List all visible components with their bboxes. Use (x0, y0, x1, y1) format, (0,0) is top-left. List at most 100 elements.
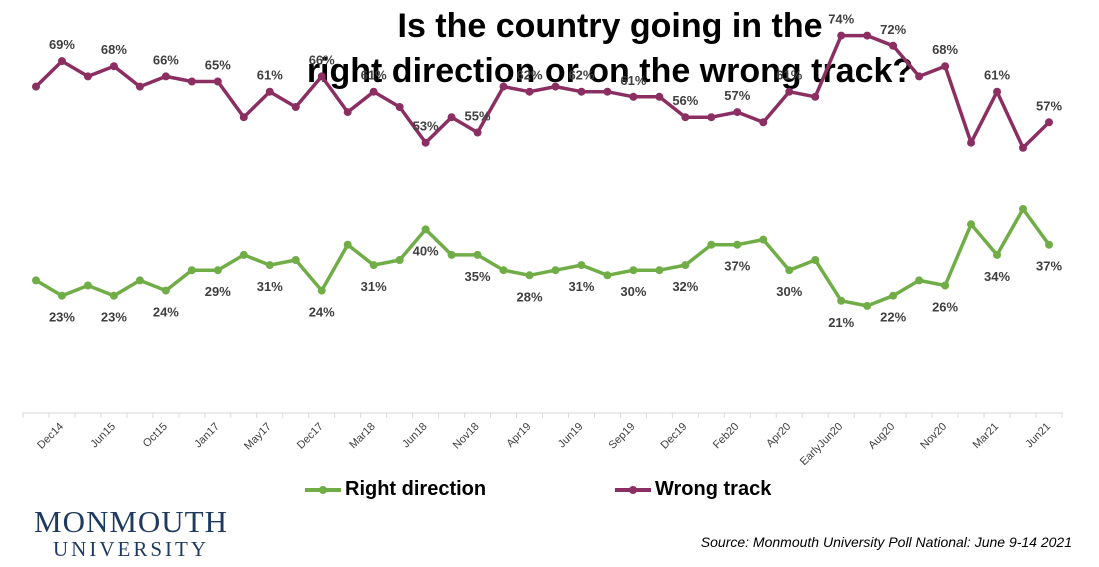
data-point-right-direction (109, 291, 118, 300)
data-point-right-direction (811, 256, 820, 264)
data-point-wrong-track (109, 62, 118, 71)
series-line-right-direction (35, 207, 1051, 308)
data-point-right-direction (967, 220, 976, 229)
chart-title: Is the country going in the right direct… (0, 4, 1099, 94)
legend-marker-right-direction (305, 485, 341, 494)
data-point-right-direction (499, 266, 508, 275)
data-label-wrong-track: 68% (101, 42, 127, 57)
x-tick-label: Jan17 (192, 421, 222, 451)
data-point-right-direction (473, 250, 482, 259)
x-tick-label: Mar21 (971, 421, 1002, 452)
data-point-right-direction (551, 266, 560, 275)
data-point-wrong-track (369, 87, 378, 96)
data-point-right-direction (837, 296, 846, 305)
data-label-wrong-track: 53% (413, 119, 439, 134)
x-tick-label: May17 (242, 421, 274, 453)
data-point-wrong-track (837, 31, 846, 40)
data-label-wrong-track: 61% (984, 68, 1010, 83)
x-tick-label: Jun18 (400, 421, 430, 451)
data-label-wrong-track: 61% (257, 68, 283, 83)
data-point-wrong-track (603, 87, 612, 96)
x-tick-label: Dec14 (35, 421, 66, 452)
x-tick-label: Feb20 (711, 421, 742, 452)
title-line-1: Is the country going in the (397, 7, 823, 45)
data-label-wrong-track: 57% (1036, 98, 1062, 113)
data-point-right-direction (213, 266, 222, 275)
legend-item-right-direction: Right direction (305, 478, 486, 501)
data-point-right-direction (863, 301, 872, 310)
logo-line-2: UNIVERSITY (53, 537, 209, 561)
x-tick-label: EarlyJun20 (798, 421, 845, 468)
data-point-right-direction (1019, 205, 1028, 213)
data-label-wrong-track: 66% (153, 52, 179, 67)
data-label-right-direction: 37% (1036, 259, 1062, 274)
data-label-wrong-track: 55% (465, 109, 491, 124)
data-label-right-direction: 24% (309, 305, 335, 320)
data-point-wrong-track (967, 138, 976, 147)
data-point-right-direction (707, 240, 716, 249)
x-tick-label: Jun19 (556, 421, 586, 451)
data-point-right-direction (759, 235, 768, 244)
data-point-right-direction (317, 286, 326, 295)
data-point-wrong-track (57, 57, 66, 66)
data-label-right-direction: 23% (101, 310, 127, 325)
data-label-right-direction: 30% (776, 284, 802, 299)
data-point-wrong-track (239, 113, 248, 122)
data-label-wrong-track: 74% (828, 12, 854, 27)
data-point-wrong-track (421, 138, 430, 147)
data-point-wrong-track (655, 92, 664, 101)
data-point-right-direction (525, 271, 534, 280)
data-point-right-direction (603, 271, 612, 280)
logo-line-1: MONMOUTH (34, 504, 228, 539)
data-point-wrong-track (343, 108, 352, 117)
data-label-right-direction: 24% (153, 305, 179, 320)
data-point-wrong-track (447, 113, 456, 122)
x-tick-label: Dec17 (295, 421, 326, 452)
data-point-wrong-track (499, 82, 508, 91)
data-point-wrong-track (863, 31, 872, 40)
data-point-right-direction (57, 291, 66, 300)
data-label-wrong-track: 62% (568, 68, 594, 83)
data-point-right-direction (265, 261, 274, 270)
data-point-wrong-track (889, 41, 898, 50)
data-point-wrong-track (317, 72, 326, 81)
x-tick-label: Apr20 (764, 421, 793, 450)
data-point-wrong-track (291, 103, 300, 111)
data-point-wrong-track (161, 72, 170, 81)
data-label-right-direction: 31% (361, 279, 387, 294)
data-point-right-direction (915, 276, 924, 285)
x-tick-label: Nov20 (918, 421, 949, 452)
data-label-wrong-track: 66% (309, 52, 335, 67)
data-point-right-direction (941, 281, 950, 290)
data-point-wrong-track (785, 87, 794, 96)
source-note: Source: Monmouth University Poll Nationa… (700, 534, 1072, 550)
data-label-right-direction: 35% (465, 269, 491, 284)
data-point-wrong-track (577, 87, 586, 96)
data-point-wrong-track (681, 113, 690, 122)
x-tick-label: Jun21 (1023, 421, 1053, 451)
data-point-wrong-track (551, 82, 560, 91)
data-label-wrong-track: 69% (49, 37, 75, 52)
data-label-right-direction: 28% (516, 289, 542, 304)
data-label-right-direction: 22% (880, 310, 906, 325)
data-point-wrong-track (265, 87, 274, 96)
data-label-wrong-track: 62% (516, 68, 542, 83)
data-label-right-direction: 34% (984, 269, 1010, 284)
title-line-2: right direction or on the wrong track? (306, 52, 914, 90)
data-point-wrong-track (915, 72, 924, 81)
data-point-right-direction (369, 261, 378, 270)
data-point-wrong-track (473, 128, 482, 137)
data-point-wrong-track (1045, 118, 1053, 127)
data-point-right-direction (187, 266, 196, 275)
data-point-wrong-track (993, 87, 1002, 96)
data-label-right-direction: 26% (932, 300, 958, 315)
monmouth-university-logo: MONMOUTH UNIVERSITY (34, 504, 228, 561)
data-point-wrong-track (733, 108, 742, 117)
data-label-wrong-track: 68% (932, 42, 958, 57)
data-label-wrong-track: 65% (205, 58, 231, 73)
x-tick-label: Jun15 (88, 421, 118, 451)
data-label-wrong-track: 61% (776, 68, 802, 83)
data-point-right-direction (291, 256, 300, 264)
data-point-wrong-track (187, 77, 196, 86)
